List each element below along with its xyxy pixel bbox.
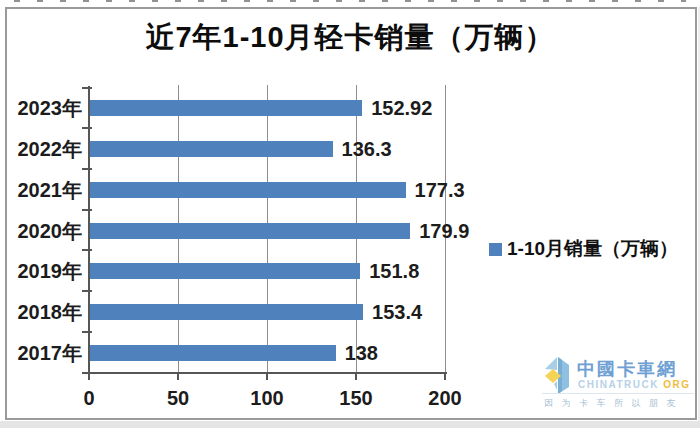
category-label: 2023年 bbox=[4, 94, 82, 122]
bar-value-label: 136.3 bbox=[342, 136, 392, 162]
watermark-chinatruck-text: CHINATRUCK bbox=[578, 379, 659, 390]
watermark-slogan: 因为卡车所以朋友 bbox=[544, 397, 694, 410]
x-tick-label: 0 bbox=[59, 387, 119, 410]
y-axis-tick bbox=[82, 372, 92, 374]
category-label: 2018年 bbox=[4, 298, 82, 326]
y-axis-tick bbox=[82, 87, 92, 89]
bar bbox=[90, 100, 362, 116]
bar bbox=[90, 182, 406, 198]
y-axis-tick bbox=[82, 168, 92, 170]
category-label: 2021年 bbox=[4, 176, 82, 204]
x-tick-label: 50 bbox=[148, 387, 208, 410]
y-axis-tick bbox=[82, 331, 92, 333]
legend-swatch-icon bbox=[489, 243, 502, 256]
category-label: 2022年 bbox=[4, 135, 82, 163]
x-axis-tick bbox=[88, 374, 90, 380]
legend: 1-10月销量（万辆） bbox=[489, 236, 678, 262]
x-tick-label: 200 bbox=[415, 387, 475, 410]
watermark-org-text: ORG bbox=[663, 379, 690, 390]
x-tick-label: 150 bbox=[326, 387, 386, 410]
bar bbox=[90, 223, 410, 239]
watermark-site-name-en: CHINATRUCK ORG bbox=[578, 379, 690, 390]
chart-title: 近7年1-10月轻卡销量（万辆） bbox=[0, 18, 700, 58]
legend-label: 1-10月销量（万辆） bbox=[507, 236, 678, 262]
x-tick-label: 100 bbox=[237, 387, 297, 410]
bar-value-label: 177.3 bbox=[415, 177, 465, 203]
cropped-text-dashes bbox=[14, 0, 686, 2]
bar-value-label: 151.8 bbox=[369, 258, 419, 284]
y-axis-tick bbox=[82, 290, 92, 292]
x-axis-tick bbox=[266, 374, 268, 380]
bar bbox=[90, 141, 333, 157]
watermark-site-name: 中國卡車網 bbox=[577, 357, 677, 381]
category-label: 2017年 bbox=[4, 339, 82, 367]
bar-value-label: 138 bbox=[345, 340, 378, 366]
y-axis-tick bbox=[82, 127, 92, 129]
category-label: 2019年 bbox=[4, 257, 82, 285]
chart-screenshot: 近7年1-10月轻卡销量（万辆） 0 50 100 150 200 2023年 152.92… bbox=[0, 0, 700, 428]
bar-value-label: 153.4 bbox=[372, 299, 422, 325]
chinatruck-logo-icon bbox=[542, 355, 574, 395]
bar bbox=[90, 263, 360, 279]
watermark-divider bbox=[542, 393, 694, 394]
bar bbox=[90, 304, 363, 320]
x-axis-tick bbox=[177, 374, 179, 380]
y-axis-tick bbox=[82, 249, 92, 251]
bar-value-label: 152.92 bbox=[371, 95, 432, 121]
bar-value-label: 179.9 bbox=[419, 218, 469, 244]
bar bbox=[90, 345, 336, 361]
chinatruck-watermark: 中國卡車網 CHINATRUCK ORG 因为卡车所以朋友 bbox=[542, 354, 694, 410]
x-axis-tick bbox=[355, 374, 357, 380]
page-bottom-strip bbox=[0, 421, 700, 428]
category-label: 2020年 bbox=[4, 217, 82, 245]
x-axis-tick bbox=[444, 374, 446, 380]
y-axis-tick bbox=[82, 209, 92, 211]
